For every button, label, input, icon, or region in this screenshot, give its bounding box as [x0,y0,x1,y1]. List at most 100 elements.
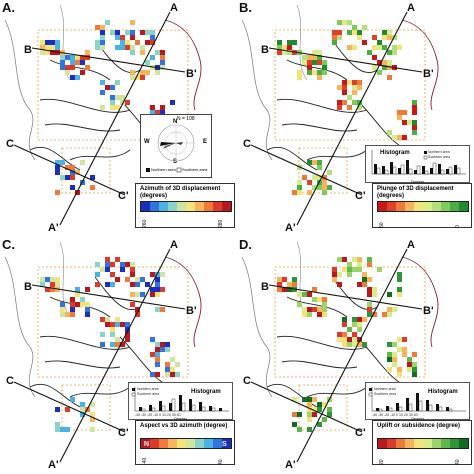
map-panel-c [4,241,202,463]
displacement-pixel [155,282,160,287]
displacement-pixel [352,90,357,95]
displacement-pixel [307,417,312,422]
displacement-pixel [312,160,317,165]
displacement-pixel [155,307,160,312]
displacement-pixel [60,312,65,317]
displacement-pixel [65,55,70,60]
displacement-pixel [297,427,302,432]
displacement-pixel [287,50,292,55]
displacement-pixel [55,170,60,175]
displacement-pixel [170,357,175,362]
displacement-pixel [100,332,105,337]
displacement-pixel [160,50,165,55]
displacement-pixel [110,30,115,35]
displacement-pixel [372,287,377,292]
displacement-pixel [110,342,115,347]
displacement-pixel [382,45,387,50]
map-panel-d [241,241,439,463]
section-label-a: A [407,2,415,14]
river-trace [4,256,36,398]
displacement-pixel [347,267,352,272]
displacement-pixel [322,180,327,185]
displacement-pixel [302,55,307,60]
displacement-pixel [80,402,85,407]
displacement-pixel [397,287,402,292]
histogram-title: Histogram [428,389,458,395]
displacement-pixel [332,30,337,35]
displacement-pixel [40,40,45,45]
displacement-pixel [352,317,357,322]
displacement-pixel [302,307,307,312]
color-bar-swatch [141,202,150,211]
displacement-pixel [125,322,130,327]
rose-graphic [146,124,195,173]
displacement-pixel [165,372,170,377]
displacement-pixel [362,277,367,282]
coastline [401,256,439,348]
histogram-inset: Histogram Northern area Southern area -4… [128,382,233,421]
displacement-pixel [140,30,145,35]
displacement-pixel [75,302,80,307]
displacement-pixel [150,287,155,292]
section-label-a: A [170,2,178,14]
displacement-pixel [357,85,362,90]
displacement-pixel [70,60,75,65]
displacement-pixel [70,307,75,312]
coastline [164,19,202,111]
rose-diagram: N = 108 N S W E Northern area Southern a… [140,114,212,178]
displacement-pixel [150,55,155,60]
displacement-pixel [322,402,327,407]
displacement-pixel [292,190,297,195]
displacement-pixel [140,50,145,55]
displacement-pixel [120,342,125,347]
displacement-pixel [307,190,312,195]
section-label-c: C [243,138,251,150]
displacement-pixel [50,277,55,282]
displacement-pixel [50,282,55,287]
displacement-pixel [307,55,312,60]
displacement-pixel [342,90,347,95]
displacement-pixel [377,45,382,50]
displacement-pixel [407,362,412,367]
displacement-pixel [292,277,297,282]
section-label-b-prime: B' [186,68,197,80]
color-bar-label-max: 40 [455,459,461,465]
displacement-pixel [357,262,362,267]
displacement-pixel [392,45,397,50]
displacement-pixel [332,267,337,272]
rose-east-label: E [203,139,208,145]
displacement-pixel [392,362,397,367]
displacement-pixel [110,282,115,287]
displacement-pixel [392,307,397,312]
displacement-pixel [165,362,170,367]
displacement-pixel [297,70,302,75]
displacement-pixel [322,175,327,180]
displacement-pixel [155,292,160,297]
displacement-pixel [125,40,130,45]
section-label-a: A [170,239,178,251]
panel-b: B. A B B' C C' A' Histogr [237,0,474,237]
displacement-pixel [150,352,155,357]
displacement-pixel [342,332,347,337]
displacement-pixel [317,407,322,412]
displacement-pixel [312,407,317,412]
section-label-c-prime: C' [355,427,366,439]
displacement-pixel [70,297,75,302]
displacement-pixel [337,35,342,40]
displacement-pixel [110,100,115,105]
displacement-pixel [367,312,372,317]
displacement-pixel [100,35,105,40]
displacement-pixel [397,272,402,277]
displacement-pixel [140,45,145,50]
color-bar-swatch [450,439,459,448]
displacement-pixel [402,352,407,357]
color-bar-swatch [168,202,177,211]
displacement-pixel [105,322,110,327]
displacement-pixel [155,362,160,367]
displacement-pixel [367,257,372,262]
displacement-pixel [70,65,75,70]
displacement-pixel [412,367,417,372]
displacement-pixel [372,45,377,50]
displacement-pixel [130,70,135,75]
displacement-pixel [307,160,312,165]
